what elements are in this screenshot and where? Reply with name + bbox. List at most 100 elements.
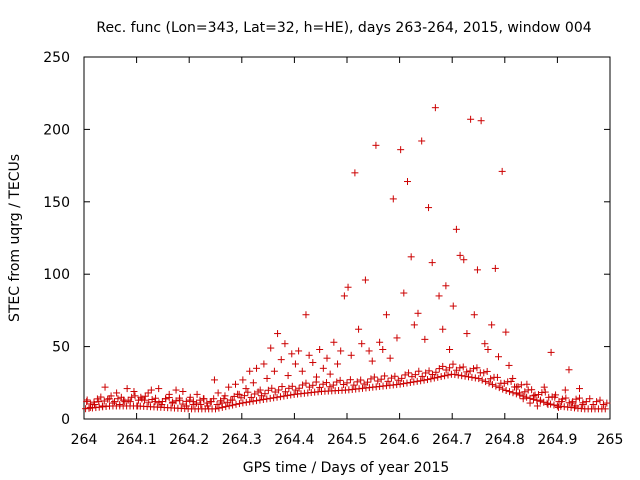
data-point bbox=[389, 195, 397, 203]
data-point bbox=[364, 378, 372, 386]
data-point bbox=[350, 381, 358, 389]
y-tick-label: 200 bbox=[43, 122, 70, 138]
data-point bbox=[273, 393, 281, 401]
data-point bbox=[344, 283, 352, 291]
data-point bbox=[117, 393, 125, 401]
data-point bbox=[343, 379, 351, 387]
data-point bbox=[182, 397, 190, 405]
data-point bbox=[229, 401, 237, 409]
data-point bbox=[512, 390, 520, 398]
data-point bbox=[83, 396, 91, 404]
data-point bbox=[199, 395, 207, 403]
data-point bbox=[322, 379, 330, 387]
data-point bbox=[240, 392, 248, 400]
data-point bbox=[333, 378, 341, 386]
data-point bbox=[538, 389, 546, 397]
data-point bbox=[316, 383, 324, 391]
data-point bbox=[458, 372, 466, 380]
data-point bbox=[531, 391, 539, 399]
x-axis-ticks: 264 264.1 264.2 264.3 264.4 264.5 264.6 264.7 26… bbox=[71, 57, 623, 448]
data-point bbox=[104, 395, 112, 403]
data-point bbox=[523, 380, 531, 388]
data-point bbox=[495, 384, 503, 392]
data-point bbox=[326, 383, 334, 391]
data-point bbox=[193, 390, 201, 398]
data-point bbox=[391, 372, 399, 380]
data-point bbox=[360, 380, 368, 388]
data-point bbox=[280, 392, 288, 400]
data-point bbox=[274, 330, 282, 338]
data-point bbox=[541, 388, 549, 396]
data-point bbox=[309, 359, 317, 367]
data-point bbox=[494, 353, 502, 361]
data-point bbox=[514, 383, 522, 391]
x-tick-label: 264.4 bbox=[274, 432, 314, 448]
data-point bbox=[475, 375, 483, 383]
data-point bbox=[148, 395, 156, 403]
data-point bbox=[502, 328, 510, 336]
data-point bbox=[239, 399, 247, 407]
data-point bbox=[446, 364, 454, 372]
data-point bbox=[100, 397, 108, 405]
data-point bbox=[302, 311, 310, 319]
data-point bbox=[396, 380, 404, 388]
data-point bbox=[247, 393, 255, 401]
data-point bbox=[124, 396, 132, 404]
data-point bbox=[593, 398, 601, 406]
data-point bbox=[432, 368, 440, 376]
data-point bbox=[456, 251, 464, 259]
data-point bbox=[186, 396, 194, 404]
y-tick-label: 250 bbox=[43, 50, 70, 66]
data-point bbox=[281, 388, 289, 396]
data-point bbox=[410, 321, 418, 329]
data-point bbox=[397, 146, 405, 154]
data-point bbox=[337, 347, 345, 355]
data-point bbox=[425, 367, 433, 375]
data-point bbox=[277, 356, 285, 364]
data-point bbox=[379, 345, 387, 353]
data-point bbox=[212, 405, 219, 413]
data-point bbox=[550, 401, 558, 409]
data-point bbox=[393, 334, 401, 342]
chart-title: Rec. func (Lon=343, Lat=32, h=HE), days … bbox=[96, 20, 591, 36]
data-point bbox=[186, 393, 194, 401]
data-point bbox=[599, 401, 607, 409]
data-point bbox=[444, 371, 452, 379]
data-point bbox=[540, 383, 548, 391]
data-point bbox=[189, 401, 197, 409]
data-point bbox=[405, 369, 413, 377]
data-point bbox=[374, 377, 382, 385]
data-point bbox=[206, 398, 214, 406]
data-point bbox=[589, 401, 597, 409]
data-point bbox=[400, 289, 408, 297]
data-point bbox=[281, 340, 289, 348]
data-point bbox=[491, 264, 499, 272]
data-point bbox=[268, 384, 276, 392]
data-point bbox=[603, 399, 611, 407]
data-point bbox=[460, 256, 468, 264]
data-point bbox=[134, 396, 142, 404]
data-point bbox=[488, 381, 496, 389]
data-point bbox=[351, 169, 359, 177]
data-point bbox=[509, 374, 517, 382]
data-point bbox=[83, 398, 91, 406]
data-point bbox=[213, 401, 221, 409]
data-point bbox=[487, 375, 495, 383]
data-point bbox=[215, 404, 223, 412]
data-point bbox=[465, 373, 473, 381]
data-point bbox=[547, 348, 555, 356]
x-tick-label: 264.8 bbox=[485, 432, 525, 448]
data-point bbox=[473, 266, 481, 274]
data-point bbox=[517, 381, 525, 389]
data-point bbox=[253, 397, 261, 405]
x-tick-label: 264.1 bbox=[117, 432, 157, 448]
data-point bbox=[284, 372, 292, 380]
data-point bbox=[492, 382, 500, 390]
data-point bbox=[482, 378, 490, 386]
data-point bbox=[131, 392, 139, 400]
x-tick-label: 264.9 bbox=[537, 432, 577, 448]
data-point bbox=[299, 381, 307, 389]
data-point bbox=[287, 391, 295, 399]
data-point bbox=[470, 365, 478, 373]
data-point bbox=[305, 383, 313, 391]
